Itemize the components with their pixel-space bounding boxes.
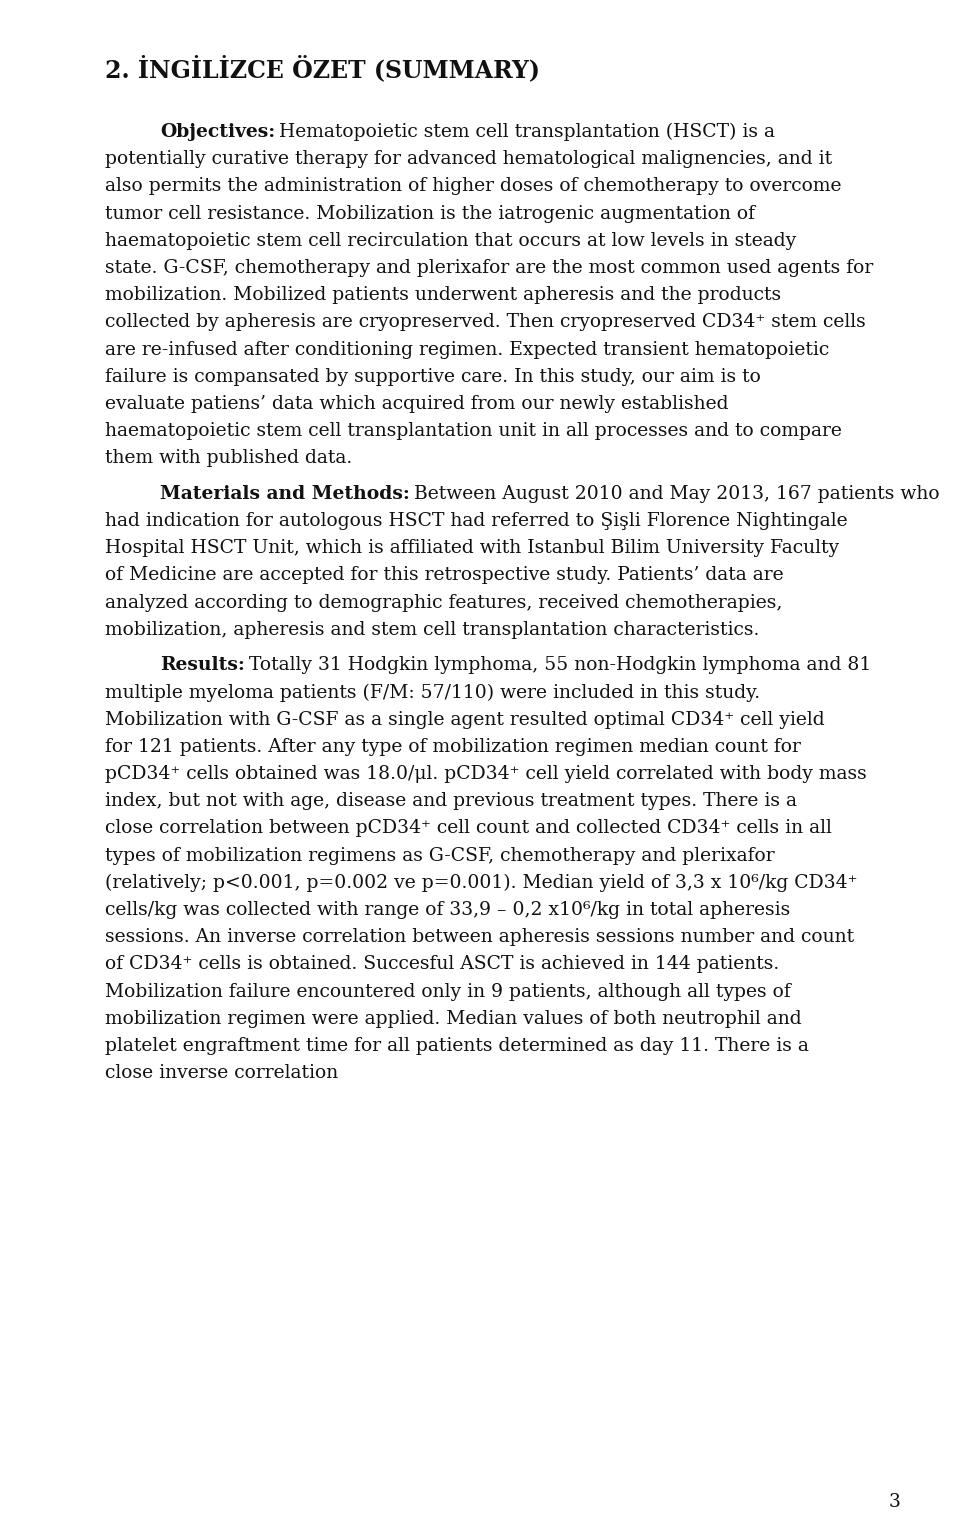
Text: state. G-CSF, chemotherapy and plerixafor are the most common used agents for: state. G-CSF, chemotherapy and plerixafo… — [105, 260, 874, 276]
Text: Between August 2010 and May 2013, 167 patients who: Between August 2010 and May 2013, 167 pa… — [414, 485, 940, 502]
Text: tumor cell resistance. Mobilization is the iatrogenic augmentation of: tumor cell resistance. Mobilization is t… — [105, 204, 755, 223]
Text: of Medicine are accepted for this retrospective study. Patients’ data are: of Medicine are accepted for this retros… — [105, 567, 783, 584]
Text: close correlation between pCD34⁺ cell count and collected CD34⁺ cells in all: close correlation between pCD34⁺ cell co… — [105, 819, 832, 837]
Text: Mobilization failure encountered only in 9 patients, although all types of: Mobilization failure encountered only in… — [105, 983, 791, 1000]
Text: evaluate patiens’ data which acquired from our newly established: evaluate patiens’ data which acquired fr… — [105, 395, 729, 413]
Text: are re-infused after conditioning regimen. Expected transient hematopoietic: are re-infused after conditioning regime… — [105, 341, 829, 358]
Text: for 121 patients. After any type of mobilization regimen median count for: for 121 patients. After any type of mobi… — [105, 737, 801, 756]
Text: close inverse correlation: close inverse correlation — [105, 1064, 338, 1083]
Text: Hospital HSCT Unit, which is affiliated with Istanbul Bilim University Faculty: Hospital HSCT Unit, which is affiliated … — [105, 539, 839, 558]
Text: cells/kg was collected with range of 33,9 – 0,2 x10⁶/kg in total apheresis: cells/kg was collected with range of 33,… — [105, 902, 790, 919]
Text: index, but not with age, disease and previous treatment types. There is a: index, but not with age, disease and pre… — [105, 793, 797, 809]
Text: of CD34⁺ cells is obtained. Succesful ASCT is achieved in 144 patients.: of CD34⁺ cells is obtained. Succesful AS… — [105, 955, 780, 974]
Text: 3: 3 — [888, 1493, 900, 1511]
Text: had indication for autologous HSCT had referred to Şişli Florence Nightingale: had indication for autologous HSCT had r… — [105, 511, 848, 530]
Text: Mobilization with G-CSF as a single agent resulted optimal CD34⁺ cell yield: Mobilization with G-CSF as a single agen… — [105, 711, 825, 728]
Text: pCD34⁺ cells obtained was 18.0/μl. pCD34⁺ cell yield correlated with body mass: pCD34⁺ cells obtained was 18.0/μl. pCD34… — [105, 765, 867, 783]
Text: Totally 31 Hodgkin lymphoma, 55 non-Hodgkin lymphoma and 81: Totally 31 Hodgkin lymphoma, 55 non-Hodg… — [249, 656, 871, 674]
Text: Hematopoietic stem cell transplantation (HSCT) is a: Hematopoietic stem cell transplantation … — [279, 123, 776, 141]
Text: mobilization regimen were applied. Median values of both neutrophil and: mobilization regimen were applied. Media… — [105, 1009, 802, 1028]
Text: mobilization, apheresis and stem cell transplantation characteristics.: mobilization, apheresis and stem cell tr… — [105, 621, 759, 639]
Text: them with published data.: them with published data. — [105, 450, 352, 467]
Text: failure is compansated by supportive care. In this study, our aim is to: failure is compansated by supportive car… — [105, 367, 761, 386]
Text: platelet engraftment time for all patients determined as day 11. There is a: platelet engraftment time for all patien… — [105, 1037, 809, 1055]
Text: 2. İNGİLİZCE ÖZET (SUMMARY): 2. İNGİLİZCE ÖZET (SUMMARY) — [105, 55, 540, 81]
Text: haematopoietic stem cell recirculation that occurs at low levels in steady: haematopoietic stem cell recirculation t… — [105, 232, 796, 250]
Text: Materials and Methods:: Materials and Methods: — [160, 485, 410, 502]
Text: haematopoietic stem cell transplantation unit in all processes and to compare: haematopoietic stem cell transplantation… — [105, 422, 842, 441]
Text: Results:: Results: — [160, 656, 245, 674]
Text: Objectives:: Objectives: — [160, 123, 276, 141]
Text: multiple myeloma patients (F/M: 57/110) were included in this study.: multiple myeloma patients (F/M: 57/110) … — [105, 684, 760, 702]
Text: also permits the administration of higher doses of chemotherapy to overcome: also permits the administration of highe… — [105, 177, 842, 195]
Text: potentially curative therapy for advanced hematological malignencies, and it: potentially curative therapy for advance… — [105, 151, 832, 169]
Text: collected by apheresis are cryopreserved. Then cryopreserved CD34⁺ stem cells: collected by apheresis are cryopreserved… — [105, 313, 866, 332]
Text: analyzed according to demographic features, received chemotherapies,: analyzed according to demographic featur… — [105, 593, 782, 611]
Text: (relatively; p<0.001, p=0.002 ve p=0.001). Median yield of 3,3 x 10⁶/kg CD34⁺: (relatively; p<0.001, p=0.002 ve p=0.001… — [105, 874, 857, 892]
Text: types of mobilization regimens as G-CSF, chemotherapy and plerixafor: types of mobilization regimens as G-CSF,… — [105, 846, 775, 865]
Text: sessions. An inverse correlation between apheresis sessions number and count: sessions. An inverse correlation between… — [105, 928, 854, 946]
Text: mobilization. Mobilized patients underwent apheresis and the products: mobilization. Mobilized patients underwe… — [105, 286, 781, 304]
